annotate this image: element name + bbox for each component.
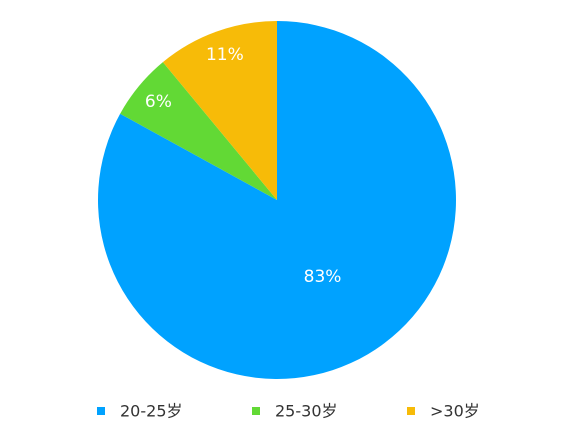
data-label: 6% xyxy=(145,92,172,112)
legend-label: 25-30岁 xyxy=(275,402,338,421)
pie-slice xyxy=(120,62,277,201)
data-label: 11% xyxy=(206,45,244,65)
legend-label: 20-25岁 xyxy=(120,402,183,421)
pie-slice xyxy=(162,20,277,200)
pie-slice xyxy=(97,21,456,379)
legend-label: >30岁 xyxy=(430,402,480,421)
legend-swatch xyxy=(97,407,105,415)
legend-swatch xyxy=(407,407,415,415)
legend-swatch xyxy=(252,407,260,415)
data-label: 83% xyxy=(304,267,342,287)
